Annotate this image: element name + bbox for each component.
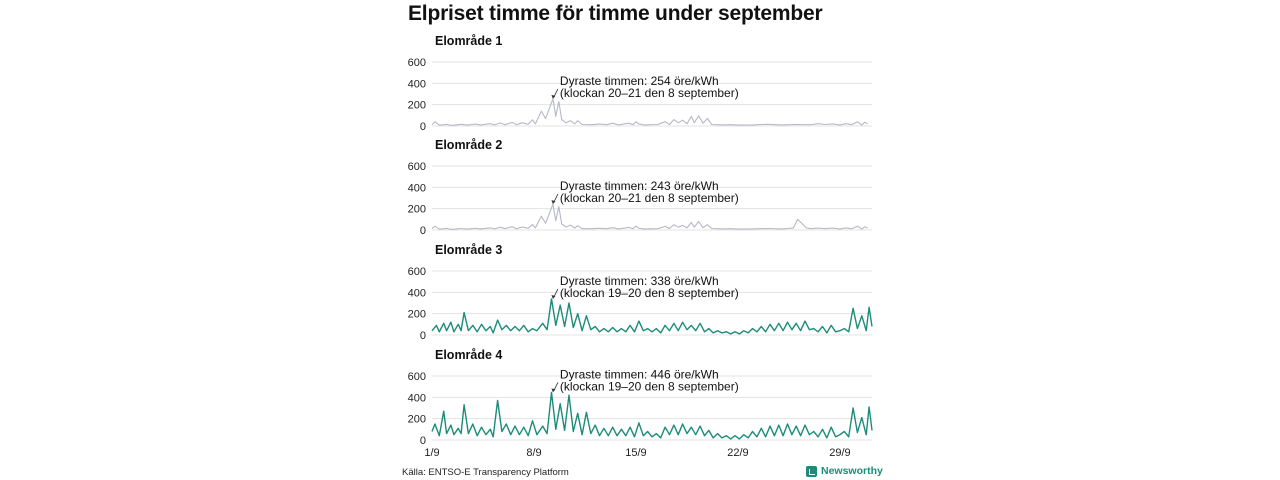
annotation-arrowhead xyxy=(551,200,556,205)
annotation-line-2: (klockan 19–20 den 8 september) xyxy=(560,286,739,300)
annotation-arrow xyxy=(553,193,559,203)
x-tick-label-8-9: 8/9 xyxy=(526,447,541,459)
annotation-line-2: (klockan 19–20 den 8 september) xyxy=(560,379,739,393)
series-line xyxy=(431,298,873,335)
y-tick-label-0: 0 xyxy=(420,330,426,342)
annotation-arrowhead xyxy=(551,388,556,393)
y-tick-label-600: 600 xyxy=(408,57,426,69)
y-tick-label-600: 600 xyxy=(408,161,426,173)
newsworthy-logo-icon xyxy=(806,465,817,477)
x-tick-label-22-9: 22/9 xyxy=(727,447,748,459)
brand: Newsworthy xyxy=(806,465,883,477)
chart-title: Elpriset timme för timme under september xyxy=(408,2,823,25)
y-tick-label-200: 200 xyxy=(408,414,426,426)
x-tick-label-29-9: 29/9 xyxy=(829,447,850,459)
y-tick-label-400: 400 xyxy=(408,182,426,194)
brand-name: Newsworthy xyxy=(821,465,883,477)
panel-4: 0 200 400 600 Dyraste timmen: 446 öre/kWh(kl… xyxy=(408,367,873,447)
y-tick-label-200: 200 xyxy=(408,309,426,321)
series-line xyxy=(431,391,873,440)
y-tick-label-400: 400 xyxy=(408,392,426,404)
series-line xyxy=(431,203,868,230)
annotation-line-1: Dyraste timmen: 446 öre/kWh xyxy=(560,367,719,381)
annotation-arrow xyxy=(553,382,559,391)
panel-title-elomrade-2: Elområde 2 xyxy=(435,138,503,152)
series-line xyxy=(431,98,868,126)
annotation-arrowhead xyxy=(551,94,556,99)
annotation-line-1: Dyraste timmen: 338 öre/kWh xyxy=(560,274,719,288)
y-tick-label-200: 200 xyxy=(408,100,426,112)
y-tick-label-400: 400 xyxy=(408,78,426,90)
panel-2: 0 200 400 600 Dyraste timmen: 243 öre/kWh(kl… xyxy=(408,161,872,237)
panel-3: 0 200 400 600 Dyraste timmen: 338 öre/kWh(kl… xyxy=(408,266,873,342)
panel-title-elomrade-3: Elområde 3 xyxy=(435,243,503,257)
y-tick-label-200: 200 xyxy=(408,204,426,216)
y-tick-label-600: 600 xyxy=(408,371,426,383)
panel-1: 0 200 400 600 Dyraste timmen: 254 öre/kWh(kl… xyxy=(408,57,872,133)
y-tick-label-600: 600 xyxy=(408,266,426,278)
annotation-line-2: (klockan 20–21 den 8 september) xyxy=(560,191,739,205)
x-tick-label-1-9: 1/9 xyxy=(424,447,439,459)
annotation-line-1: Dyraste timmen: 243 öre/kWh xyxy=(560,179,719,193)
annotation-arrow xyxy=(553,88,559,98)
y-tick-label-0: 0 xyxy=(420,435,426,447)
source-note: Källa: ENTSO-E Transparency Platform xyxy=(402,467,569,478)
annotation-line-1: Dyraste timmen: 254 öre/kWh xyxy=(560,74,719,88)
y-tick-label-0: 0 xyxy=(420,121,426,133)
x-tick-label-15-9: 15/9 xyxy=(625,447,646,459)
y-tick-label-0: 0 xyxy=(420,225,426,237)
annotation-arrow xyxy=(553,288,559,298)
panel-title-elomrade-4: Elområde 4 xyxy=(435,348,503,362)
annotation-line-2: (klockan 20–21 den 8 september) xyxy=(560,86,739,100)
y-tick-label-400: 400 xyxy=(408,287,426,299)
panel-title-elomrade-1: Elområde 1 xyxy=(435,34,503,48)
annotation-arrowhead xyxy=(551,294,556,299)
